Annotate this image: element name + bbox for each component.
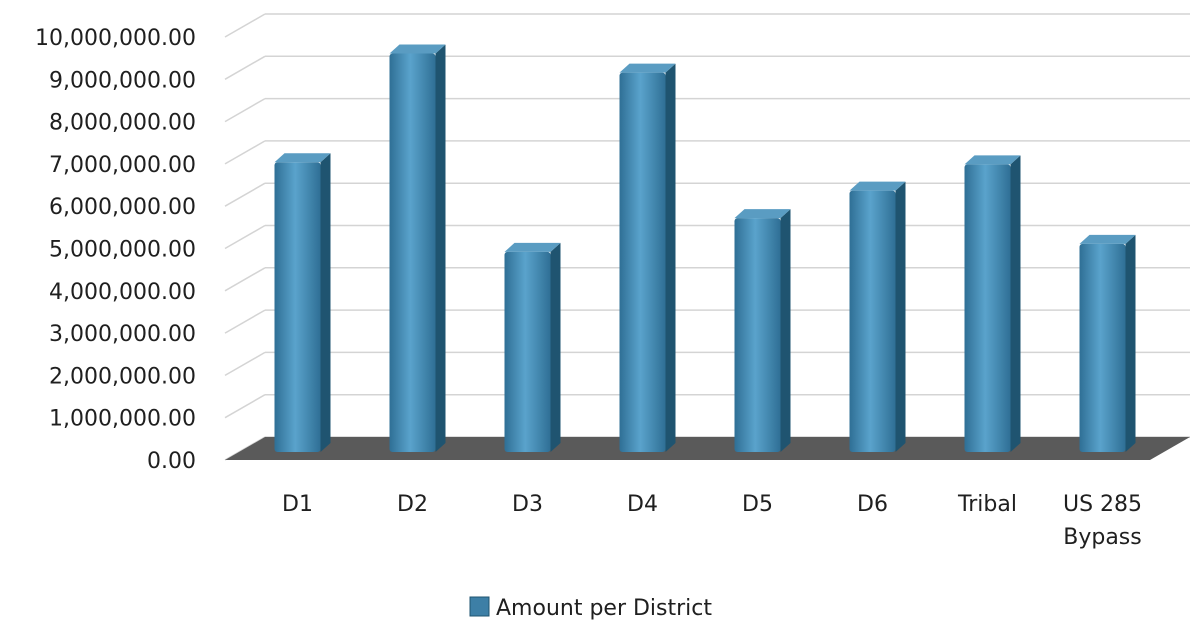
legend: Amount per District <box>469 596 712 621</box>
gridline-side <box>224 97 266 123</box>
bars <box>274 44 1136 453</box>
bar <box>1079 234 1136 452</box>
bar-front <box>734 218 781 452</box>
bar-front <box>389 53 436 453</box>
bar <box>849 181 906 452</box>
bar-top <box>619 63 676 73</box>
x-tick-label: D6 <box>857 492 888 517</box>
x-tick-label: US 285 Bypass <box>1063 492 1142 550</box>
bar-front <box>619 72 666 452</box>
y-tick-label: 8,000,000.00 <box>49 111 196 136</box>
y-tick-label: 2,000,000.00 <box>49 364 196 389</box>
bar-side <box>550 242 561 452</box>
y-tick-label: 9,000,000.00 <box>49 68 196 93</box>
gridline-side <box>224 140 266 165</box>
y-tick-label: 10,000,000.00 <box>35 26 196 51</box>
bar-front <box>1079 243 1126 452</box>
y-tick-label: 5,000,000.00 <box>49 238 196 263</box>
gridline-side <box>224 13 266 38</box>
bar-front <box>504 251 551 452</box>
bar-front <box>849 190 896 452</box>
y-tick-label: 4,000,000.00 <box>49 280 196 305</box>
x-tick-label: D4 <box>627 492 658 517</box>
bar-top <box>274 153 331 163</box>
y-tick-label: 1,000,000.00 <box>49 407 196 432</box>
gridline-side <box>224 55 266 80</box>
bar <box>504 242 561 452</box>
gridline-side <box>224 267 266 292</box>
x-tick-label: D1 <box>282 492 313 517</box>
gridline-side <box>224 309 266 334</box>
gridline-side <box>224 394 266 419</box>
y-tick-label: 3,000,000.00 <box>49 322 196 347</box>
bar-top <box>389 44 446 54</box>
x-tick-label: D2 <box>397 492 428 517</box>
bar-top <box>734 209 791 219</box>
gridline-side <box>224 182 266 207</box>
bar <box>389 44 446 453</box>
legend-swatch <box>469 596 490 617</box>
x-tick-label: D3 <box>512 492 543 517</box>
bar-side <box>895 181 906 452</box>
y-tick-label: 0.00 <box>147 449 196 474</box>
bar-side <box>1125 234 1136 452</box>
bar-side <box>1010 155 1021 453</box>
bar-front <box>964 164 1011 453</box>
gridline-side <box>224 351 266 377</box>
gridline-side <box>224 224 266 250</box>
x-axis-ticks: D1 D2 D3 D4 D5 D6 Tribal US 285 Bypass <box>282 492 1142 550</box>
bar <box>274 153 331 452</box>
bar-top <box>504 242 561 252</box>
bar-top <box>964 155 1021 165</box>
chart-floor <box>225 437 1190 460</box>
y-tick-label: 7,000,000.00 <box>49 153 196 178</box>
bar-side <box>665 63 676 452</box>
bar-side <box>320 153 331 452</box>
bar-top <box>849 181 906 191</box>
bar <box>964 155 1021 453</box>
x-tick-label: Tribal <box>957 492 1017 517</box>
bar-top <box>1079 234 1136 244</box>
y-axis-ticks: 0.00 1,000,000.00 2,000,000.00 3,000,000.00… <box>35 26 196 474</box>
bar <box>734 209 791 452</box>
floor-plane <box>225 437 1190 460</box>
bar-front <box>274 162 321 452</box>
bar-side <box>780 209 791 452</box>
y-tick-label: 6,000,000.00 <box>49 195 196 220</box>
bar <box>619 63 676 452</box>
bar-side <box>435 44 446 453</box>
gridlines <box>224 13 1190 461</box>
x-tick-label: D5 <box>742 492 773 517</box>
legend-label: Amount per District <box>496 596 712 621</box>
